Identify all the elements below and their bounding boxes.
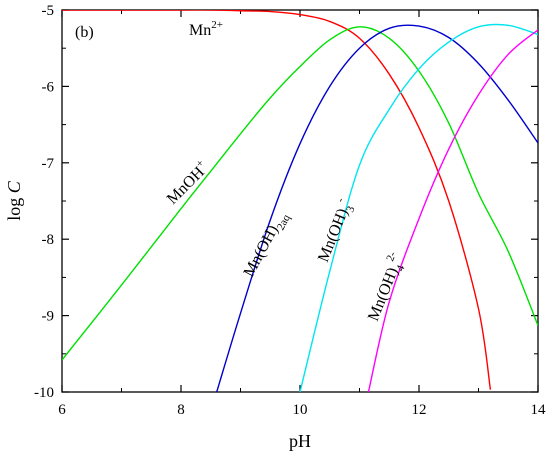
y-axis-label: log C [4,180,24,221]
species-curves [62,10,538,392]
series-line-mnoh2aq [216,24,538,392]
y-tick-label: -9 [42,309,55,325]
label-mnoh4-2minus-base: Mn(OH) [365,265,402,323]
y-axis-label-italic: C [4,180,24,193]
x-axis-label: pH [289,431,311,451]
series-line-mnohplus [62,26,538,361]
x-tick-label: 6 [58,402,66,418]
label-mn2plus-sup: 2+ [211,19,223,31]
label-mnoh3minus-sub: 3 [344,204,357,214]
label-mnoh2aq: Mn(OH)2aq [241,208,294,282]
series-line-mnoh3minus [299,23,538,392]
label-mnoh3minus-sup: - [334,196,347,204]
axis-tick-labels: 6 8 10 12 14 -5 -6 -7 -8 -9 -10 [34,3,546,418]
y-axis-label-base: log [4,193,24,221]
y-tick-label: -10 [34,385,54,401]
x-tick-label: 14 [531,402,547,418]
y-tick-label: -6 [42,79,55,95]
label-mn2plus: Mn2+ [189,19,223,39]
label-mn2plus-base: Mn [189,22,211,39]
label-mnoh3minus-base: Mn(OH) [315,206,352,264]
label-mnoh4-2minus-sup: 2- [384,250,399,263]
label-mnoh2aq-base: Mn(OH) [241,222,282,279]
y-tick-label: -7 [42,156,55,172]
y-tick-label: -5 [42,3,55,19]
series-line-mnoh42minus [367,29,538,392]
x-tick-label: 10 [293,402,308,418]
series-line-mn2plus [62,10,492,390]
label-mnoh3minus: Mn(OH)3- [311,196,359,266]
label-mnoh4-2minus-sub: 4 [394,263,407,273]
y-tick-label: -8 [42,232,55,248]
x-tick-label: 12 [412,402,427,418]
panel-label: (b) [75,24,94,41]
x-tick-label: 8 [177,402,185,418]
